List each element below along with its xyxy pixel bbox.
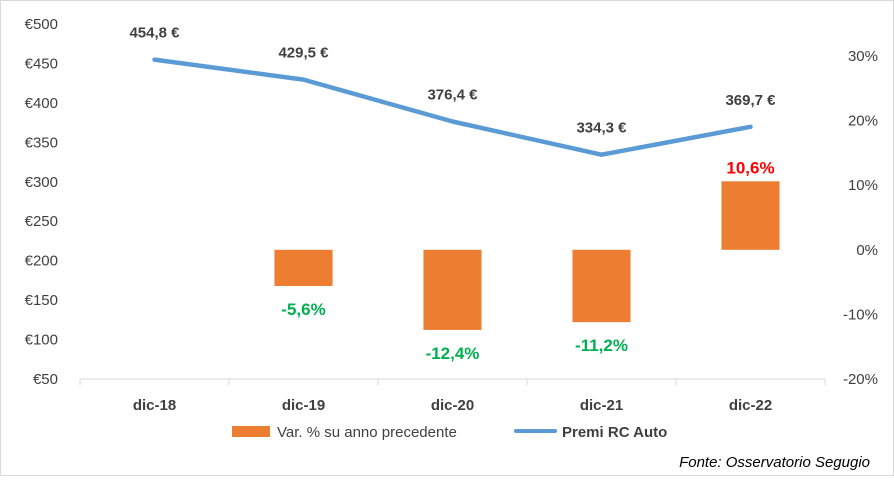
left-tick-label: €100 — [25, 332, 58, 349]
bar-data-label: -12,4% — [426, 344, 480, 363]
left-tick-label: €300 — [25, 174, 58, 191]
legend-bar-label: Var. % su anno precedente — [277, 424, 457, 441]
x-tick-label: dic-18 — [133, 397, 176, 414]
bar-data-label: 10,6% — [726, 158, 774, 177]
right-tick-label: -20% — [843, 371, 878, 388]
bar-data-labels: -5,6% -12,4% -11,2% 10,6% — [281, 158, 774, 363]
left-tick-label: €150 — [25, 292, 58, 309]
right-axis: -20% -10% 0% 10% 20% 30% — [843, 48, 878, 388]
left-tick-label: €500 — [25, 16, 58, 33]
line-data-label: 369,7 € — [725, 92, 776, 109]
x-axis: dic-18 dic-19 dic-20 dic-21 dic-22 — [79, 378, 826, 414]
bar-data-label: -11,2% — [575, 336, 628, 355]
bar — [572, 249, 631, 323]
left-tick-label: €50 — [33, 371, 58, 388]
line-path — [152, 57, 753, 157]
left-tick-label: €450 — [25, 55, 58, 72]
line-series — [152, 57, 753, 157]
x-tick-label: dic-19 — [282, 397, 325, 414]
right-tick-label: 10% — [848, 177, 878, 194]
left-tick-label: €200 — [25, 253, 58, 270]
line-data-label: 454,8 € — [129, 25, 180, 42]
line-data-label: 376,4 € — [427, 87, 478, 104]
bar-data-label: -5,6% — [281, 300, 325, 319]
left-tick-label: €350 — [25, 134, 58, 151]
right-tick-label: 0% — [856, 242, 878, 259]
line-data-label: 429,5 € — [278, 45, 329, 62]
right-tick-label: 20% — [848, 113, 878, 130]
left-tick-label: €250 — [25, 213, 58, 230]
bar — [423, 249, 482, 330]
x-tick-label: dic-21 — [580, 397, 623, 414]
x-tick-label: dic-20 — [431, 397, 474, 414]
bar — [721, 181, 780, 250]
legend: Var. % su anno precedente Premi RC Auto — [232, 424, 667, 441]
line-data-label: 334,3 € — [576, 120, 627, 137]
legend-bar-swatch — [232, 426, 270, 437]
source-note: Fonte: Osservatorio Segugio — [679, 454, 870, 471]
legend-line-label: Premi RC Auto — [562, 424, 667, 441]
bar — [274, 249, 333, 286]
x-tick-label: dic-22 — [729, 397, 772, 414]
left-axis: €50 €100 €150 €200 €250 €300 €350 €400 €450 €500 — [25, 16, 58, 388]
right-tick-label: 30% — [848, 48, 878, 65]
right-tick-label: -10% — [843, 306, 878, 323]
left-tick-label: €400 — [25, 95, 58, 112]
line-data-labels: 454,8 € 429,5 € 376,4 € 334,3 € 369,7 € — [129, 25, 776, 137]
bar-series — [274, 181, 780, 330]
